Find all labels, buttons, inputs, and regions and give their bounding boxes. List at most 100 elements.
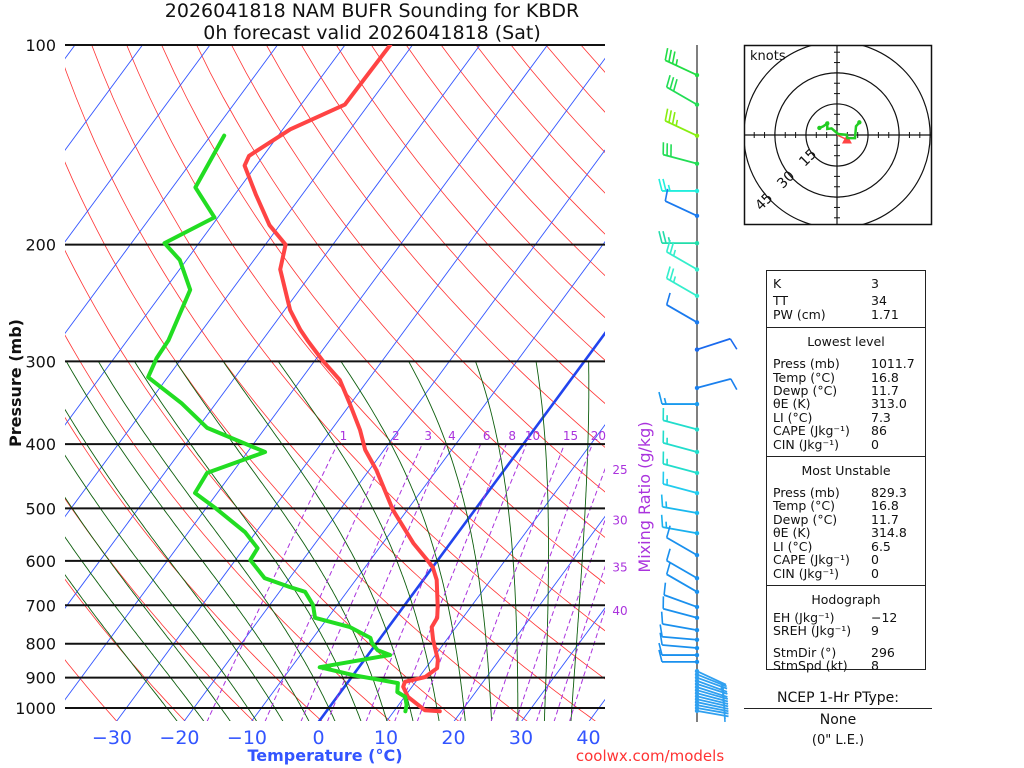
barb-full	[662, 230, 667, 244]
barb-full	[664, 188, 669, 202]
hodograph-units: knots	[750, 49, 786, 64]
barb-base	[694, 678, 700, 684]
barb-shaft	[696, 704, 729, 713]
stat-row: CAPE (Jkg⁻¹) 0	[773, 552, 919, 568]
stat-value: 6.5	[871, 538, 891, 554]
chart-title-line1: 2026041818 NAM BUFR Sounding for KBDR	[165, 0, 579, 22]
pressure-tick-label: 300	[25, 352, 56, 371]
stats-panel: K 3 TT 34 PW (cm) 1.71 Lowest level Press (mb)…	[766, 270, 926, 673]
barb-full	[663, 582, 667, 596]
dry-adiabat	[266, 45, 605, 448]
stat-label: SREH (Jkg⁻¹)	[773, 623, 852, 639]
barb-half	[667, 184, 671, 192]
barb-base	[694, 531, 700, 536]
stat-row: LI (°C) 7.3	[773, 409, 919, 425]
barb-full	[665, 525, 671, 538]
barb-full	[669, 241, 675, 255]
stat-value: 7.3	[871, 409, 891, 425]
dry-adiabat	[65, 334, 391, 721]
stat-value: 313.0	[871, 396, 907, 412]
credit-link[interactable]: coolwx.com/models	[576, 747, 724, 765]
wind-barb	[665, 239, 700, 272]
barb-full	[658, 230, 663, 244]
stat-label: Temp (°C)	[773, 498, 836, 514]
stat-value: 1.71	[871, 306, 899, 322]
mixing-ratio-line	[327, 443, 447, 721]
moist-adiabat	[65, 454, 258, 721]
stat-section-header: Hodograph	[811, 591, 881, 607]
barb-shaft	[696, 673, 728, 688]
stat-label: Temp (°C)	[773, 369, 836, 385]
moist-adiabat	[65, 574, 178, 721]
barb-shaft	[662, 442, 698, 453]
barb-shaft	[696, 689, 729, 700]
temperature-tick-label: −10	[227, 727, 267, 749]
barb-base	[694, 672, 700, 677]
wind-barb	[665, 548, 700, 581]
barb-half	[675, 59, 679, 66]
hodograph-ring-label: 45	[752, 190, 776, 214]
ptype-note: (0" L.E.)	[811, 733, 865, 748]
dry-adiabat	[65, 161, 528, 721]
stat-label: θE (K)	[773, 396, 811, 412]
barb-shaft	[696, 698, 729, 708]
barb-base	[694, 213, 700, 219]
stat-label: PW (cm)	[773, 306, 826, 322]
stat-row: TT 34	[773, 294, 919, 308]
wind-barb	[658, 230, 700, 246]
barb-full	[729, 338, 738, 350]
stat-row: Dewp (°C) 11.7	[773, 384, 919, 398]
barb-shaft	[662, 506, 698, 514]
pressure-tick-label: 900	[25, 669, 56, 688]
mixing-ratio-line	[490, 444, 593, 721]
barb-shaft	[666, 277, 698, 297]
barb-base	[694, 708, 700, 714]
pressure-tick-label: 400	[25, 435, 56, 454]
barb-full	[669, 76, 675, 90]
barb-shaft	[696, 707, 729, 715]
barb-base	[694, 449, 700, 455]
barb-shaft	[696, 692, 729, 703]
barb-full	[668, 49, 673, 63]
chart-title-line2: 0h forecast valid 2026041818 (Sat)	[203, 22, 541, 44]
mixing-ratio-label: 3	[424, 429, 432, 443]
stat-value: 0	[871, 552, 879, 568]
dry-adiabat	[161, 45, 605, 585]
barb-base	[694, 320, 700, 325]
wind-barb	[660, 514, 700, 536]
wind-barb	[658, 642, 700, 658]
wind-barb	[662, 596, 700, 620]
stat-row: PW (cm) 1.71	[773, 306, 919, 322]
stat-label: CAPE (Jkg⁻¹)	[773, 423, 850, 439]
barb-half	[672, 249, 677, 257]
barb-shaft	[696, 676, 728, 690]
wind-barbs	[658, 45, 738, 722]
moist-adiabat	[65, 536, 205, 721]
stat-row: Temp (°C) 16.8	[773, 498, 919, 514]
barb-shaft	[666, 559, 698, 579]
wind-barb	[658, 178, 700, 194]
stat-row: StmSpd (kt) 8	[773, 659, 919, 673]
mixing-ratio-label: 8	[508, 429, 516, 443]
moist-adiabat	[175, 361, 388, 721]
barb-base	[694, 427, 700, 432]
moist-adiabat	[134, 361, 362, 721]
moist-adiabat	[340, 361, 466, 721]
ptype-value: None	[819, 712, 857, 728]
barb-full	[660, 514, 664, 528]
barb-base	[694, 267, 700, 272]
stat-value: 16.8	[871, 369, 899, 385]
dry-adiabat	[91, 45, 605, 680]
wind-barb	[664, 188, 700, 219]
dry-adiabat	[301, 45, 605, 404]
wind-barb	[658, 391, 700, 407]
wind-barb	[659, 632, 700, 651]
barb-shaft	[664, 59, 698, 76]
isotherm	[116, 57, 605, 721]
barb-shaft	[662, 623, 698, 632]
barb-full	[658, 649, 663, 663]
mixing-ratio-label: 10	[525, 429, 540, 443]
dry-adiabat	[65, 416, 323, 721]
stat-row: LI (°C) 6.5	[773, 538, 919, 554]
